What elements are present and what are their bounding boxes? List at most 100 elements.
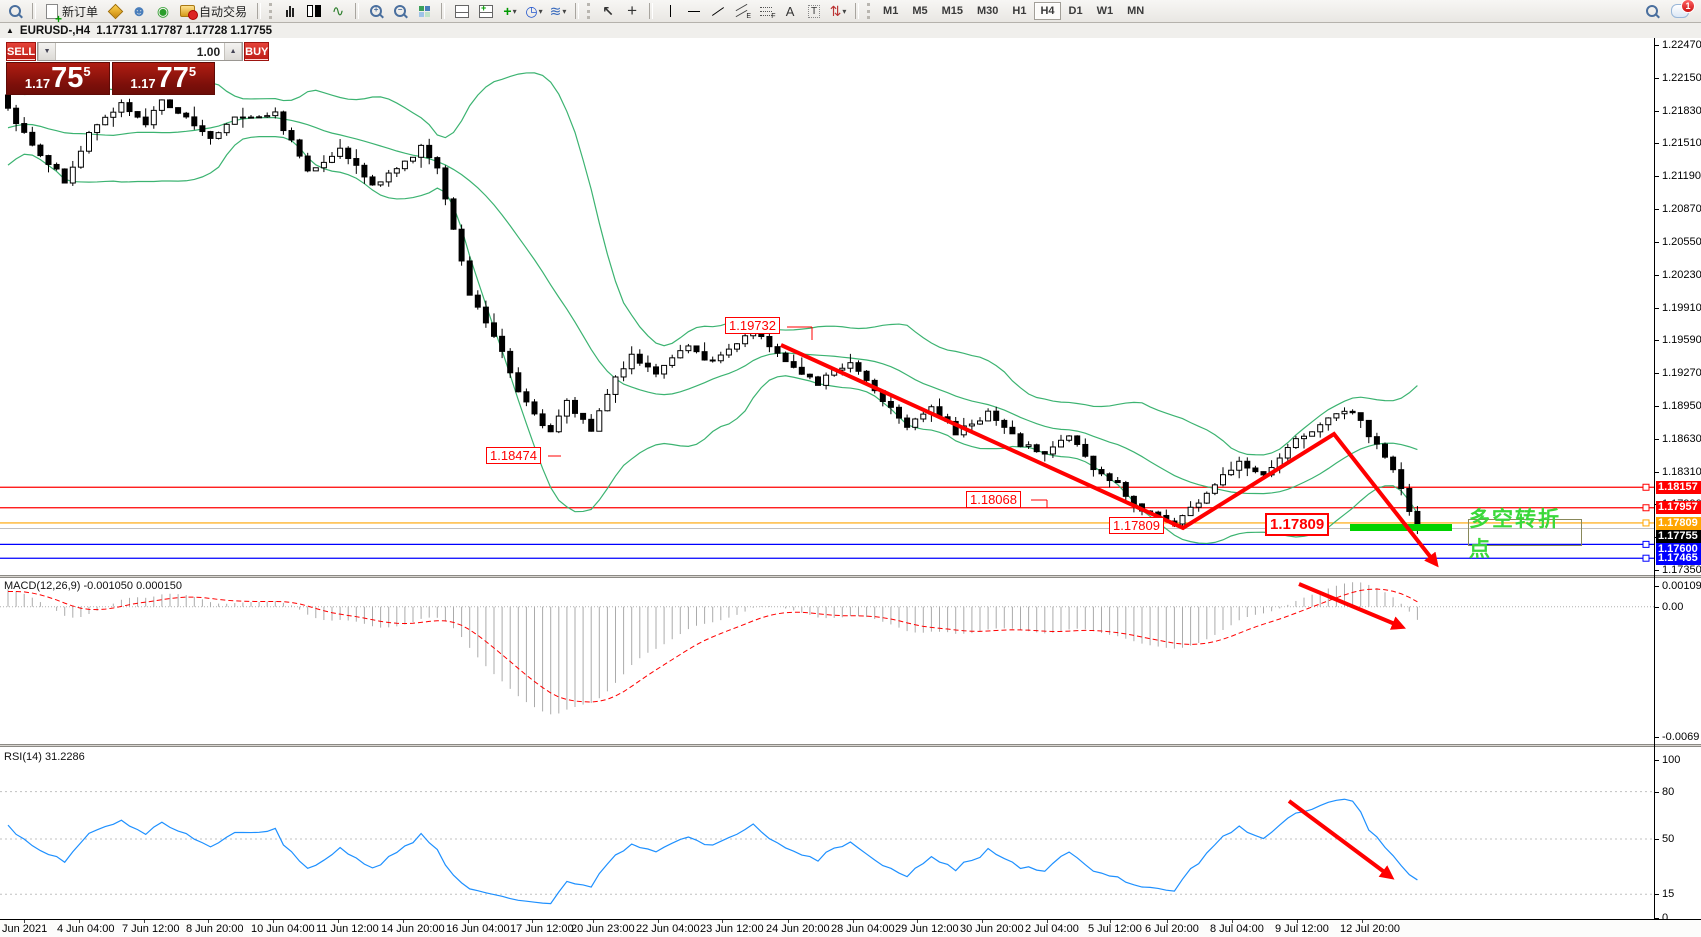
timeframe-w1-button[interactable]: W1 xyxy=(1091,2,1120,20)
line-handle[interactable] xyxy=(1642,483,1650,491)
sell-price-display[interactable]: 1.17 75 5 xyxy=(6,62,110,95)
price-tick-mark xyxy=(1655,143,1659,145)
price-axis[interactable]: 1.22470 1.22150 1.21830 1.21510 1.21190 1.208… xyxy=(1654,38,1701,924)
line-handle[interactable] xyxy=(1642,519,1650,527)
timeframe-m30-button[interactable]: M30 xyxy=(971,2,1004,20)
periods-clock-button[interactable]: ◷ ▾ xyxy=(525,2,543,19)
price-tick-mark xyxy=(1655,340,1659,342)
volume-decrease-button[interactable]: ▼ xyxy=(38,43,57,60)
time-tick-label: 12 Jul 20:00 xyxy=(1340,923,1400,935)
profiles-icon[interactable]: ☻ xyxy=(131,2,147,20)
timeframe-m1-button[interactable]: M1 xyxy=(877,2,904,20)
time-tick-label: 8 Jul 04:00 xyxy=(1210,923,1264,935)
time-tick-label: 14 Jun 20:00 xyxy=(381,923,445,935)
price-tick-label: 1.19590 xyxy=(1662,334,1701,347)
add-indicator-button[interactable]: + ▾ xyxy=(503,3,517,19)
crosshair-tool-icon[interactable]: + xyxy=(627,1,637,20)
time-tick-label: 29 Jun 12:00 xyxy=(895,923,959,935)
search-icon[interactable] xyxy=(1641,2,1663,21)
price-chart-canvas[interactable] xyxy=(0,38,1654,575)
rsi-scale-label: 0 xyxy=(1662,912,1669,924)
time-tick-mark xyxy=(144,920,145,923)
notifications-chat-icon[interactable]: 1 xyxy=(1671,0,1695,18)
collapse-trade-panel-icon[interactable]: ▲ xyxy=(6,26,14,35)
vertical-line-tool-icon[interactable] xyxy=(659,2,681,21)
time-tick-label: 7 Jun 12:00 xyxy=(122,923,180,935)
rsi-scale-label: 15 xyxy=(1662,888,1675,901)
pane-glyph: + xyxy=(479,3,494,18)
timeframe-mn-button[interactable]: MN xyxy=(1121,2,1150,20)
time-tick-mark xyxy=(468,920,469,923)
bar-chart-icon[interactable] xyxy=(279,2,301,21)
text-label-tool-icon[interactable]: T xyxy=(803,2,825,21)
signals-icon[interactable]: ◉ xyxy=(156,2,170,19)
new-order-button[interactable]: + 新订单 xyxy=(42,2,102,25)
time-tick-mark xyxy=(722,920,723,923)
zoom-out-icon[interactable]: − xyxy=(389,2,411,21)
line-handle[interactable] xyxy=(1642,554,1650,562)
line-chart-icon[interactable]: ∿ xyxy=(331,3,345,20)
candles-layer[interactable] xyxy=(5,94,1421,535)
sell-button[interactable]: SELL xyxy=(6,42,37,61)
objects-window-icon[interactable]: + xyxy=(475,2,497,21)
price-tag-object[interactable]: 1.17809 xyxy=(1109,517,1164,534)
timeframe-d1-button[interactable]: D1 xyxy=(1063,2,1089,20)
sell-button-label: SELL xyxy=(7,45,36,60)
macd-indicator-canvas[interactable] xyxy=(0,578,1654,744)
time-tick-mark xyxy=(403,920,404,923)
panel-divider[interactable] xyxy=(0,575,1701,578)
timeframe-m15-button[interactable]: M15 xyxy=(936,2,969,20)
panel-divider[interactable] xyxy=(0,744,1701,747)
timeframe-m5-button[interactable]: M5 xyxy=(906,2,933,20)
price-axis-border xyxy=(1654,38,1655,920)
toolbar-grip[interactable] xyxy=(587,3,593,19)
fibonacci-tool-icon[interactable]: F xyxy=(755,2,777,21)
fibonacci-glyph: F xyxy=(759,6,776,20)
volume-input[interactable] xyxy=(56,43,225,60)
trendline-tool-icon[interactable] xyxy=(707,2,729,21)
cursor-tool-icon[interactable]: ↖ xyxy=(602,2,614,19)
volume-increase-button[interactable]: ▲ xyxy=(224,43,243,60)
horizontal-lines-layer[interactable] xyxy=(0,486,1654,559)
bollinger-bands-layer xyxy=(7,72,1418,545)
search-icon[interactable] xyxy=(4,2,26,21)
toolbar-grip[interactable] xyxy=(269,3,275,19)
templates-button[interactable]: ≋ ▾ xyxy=(549,2,567,19)
line-handle[interactable] xyxy=(1642,504,1650,512)
zoom-in-icon[interactable]: + xyxy=(365,2,387,21)
time-tick-label: 16 Jun 04:00 xyxy=(446,923,510,935)
horizontal-line-tool-icon[interactable] xyxy=(683,2,705,21)
price-tag-object[interactable]: 1.19732 xyxy=(725,317,780,334)
time-axis[interactable]: Jun 2021 4 Jun 04:00 7 Jun 12:00 8 Jun 20:0… xyxy=(0,920,1701,937)
indicator-window-icon[interactable] xyxy=(451,2,473,21)
toolbar-grip[interactable] xyxy=(867,3,873,19)
buy-price-display[interactable]: 1.17 77 5 xyxy=(111,62,215,95)
price-line-label: 1.17465 xyxy=(1656,552,1701,565)
price-tag-object[interactable]: 1.18068 xyxy=(966,491,1021,508)
line-handle[interactable] xyxy=(1642,540,1650,548)
buy-button[interactable]: BUY xyxy=(244,42,270,61)
macd-scale-label: 0.00 xyxy=(1662,600,1684,613)
time-tick-mark xyxy=(917,920,918,923)
timeframe-h1-button[interactable]: H1 xyxy=(1006,2,1032,20)
time-tick-mark xyxy=(338,920,339,923)
time-tick-mark xyxy=(1110,920,1111,923)
price-tag-object[interactable]: 1.17809 xyxy=(1265,513,1330,536)
macd-tick-mark xyxy=(1655,606,1659,608)
tile-windows-icon[interactable] xyxy=(413,2,435,21)
buy-price-pip: 5 xyxy=(188,64,197,79)
styles-bucket-icon[interactable] xyxy=(104,2,126,21)
price-tick-mark xyxy=(1655,241,1659,243)
price-tag-object[interactable]: 1.18474 xyxy=(486,447,541,464)
arrows-tool-icon[interactable]: ⇅ ▾ xyxy=(829,2,847,19)
rsi-indicator-canvas[interactable] xyxy=(0,747,1654,919)
candlestick-chart-icon[interactable] xyxy=(303,2,325,21)
turning-point-note[interactable]: 多空转折点 xyxy=(1468,508,1582,561)
magnifier-glyph xyxy=(9,5,21,17)
price-tick-mark xyxy=(1655,77,1659,79)
autotrading-button[interactable]: 自动交易 xyxy=(176,2,251,21)
price-tick-label: 1.18310 xyxy=(1662,465,1701,478)
text-tool-icon[interactable]: A xyxy=(785,3,795,19)
timeframe-h4-button[interactable]: H4 xyxy=(1034,2,1061,20)
equidistant-channel-tool-icon[interactable]: E xyxy=(731,2,753,21)
